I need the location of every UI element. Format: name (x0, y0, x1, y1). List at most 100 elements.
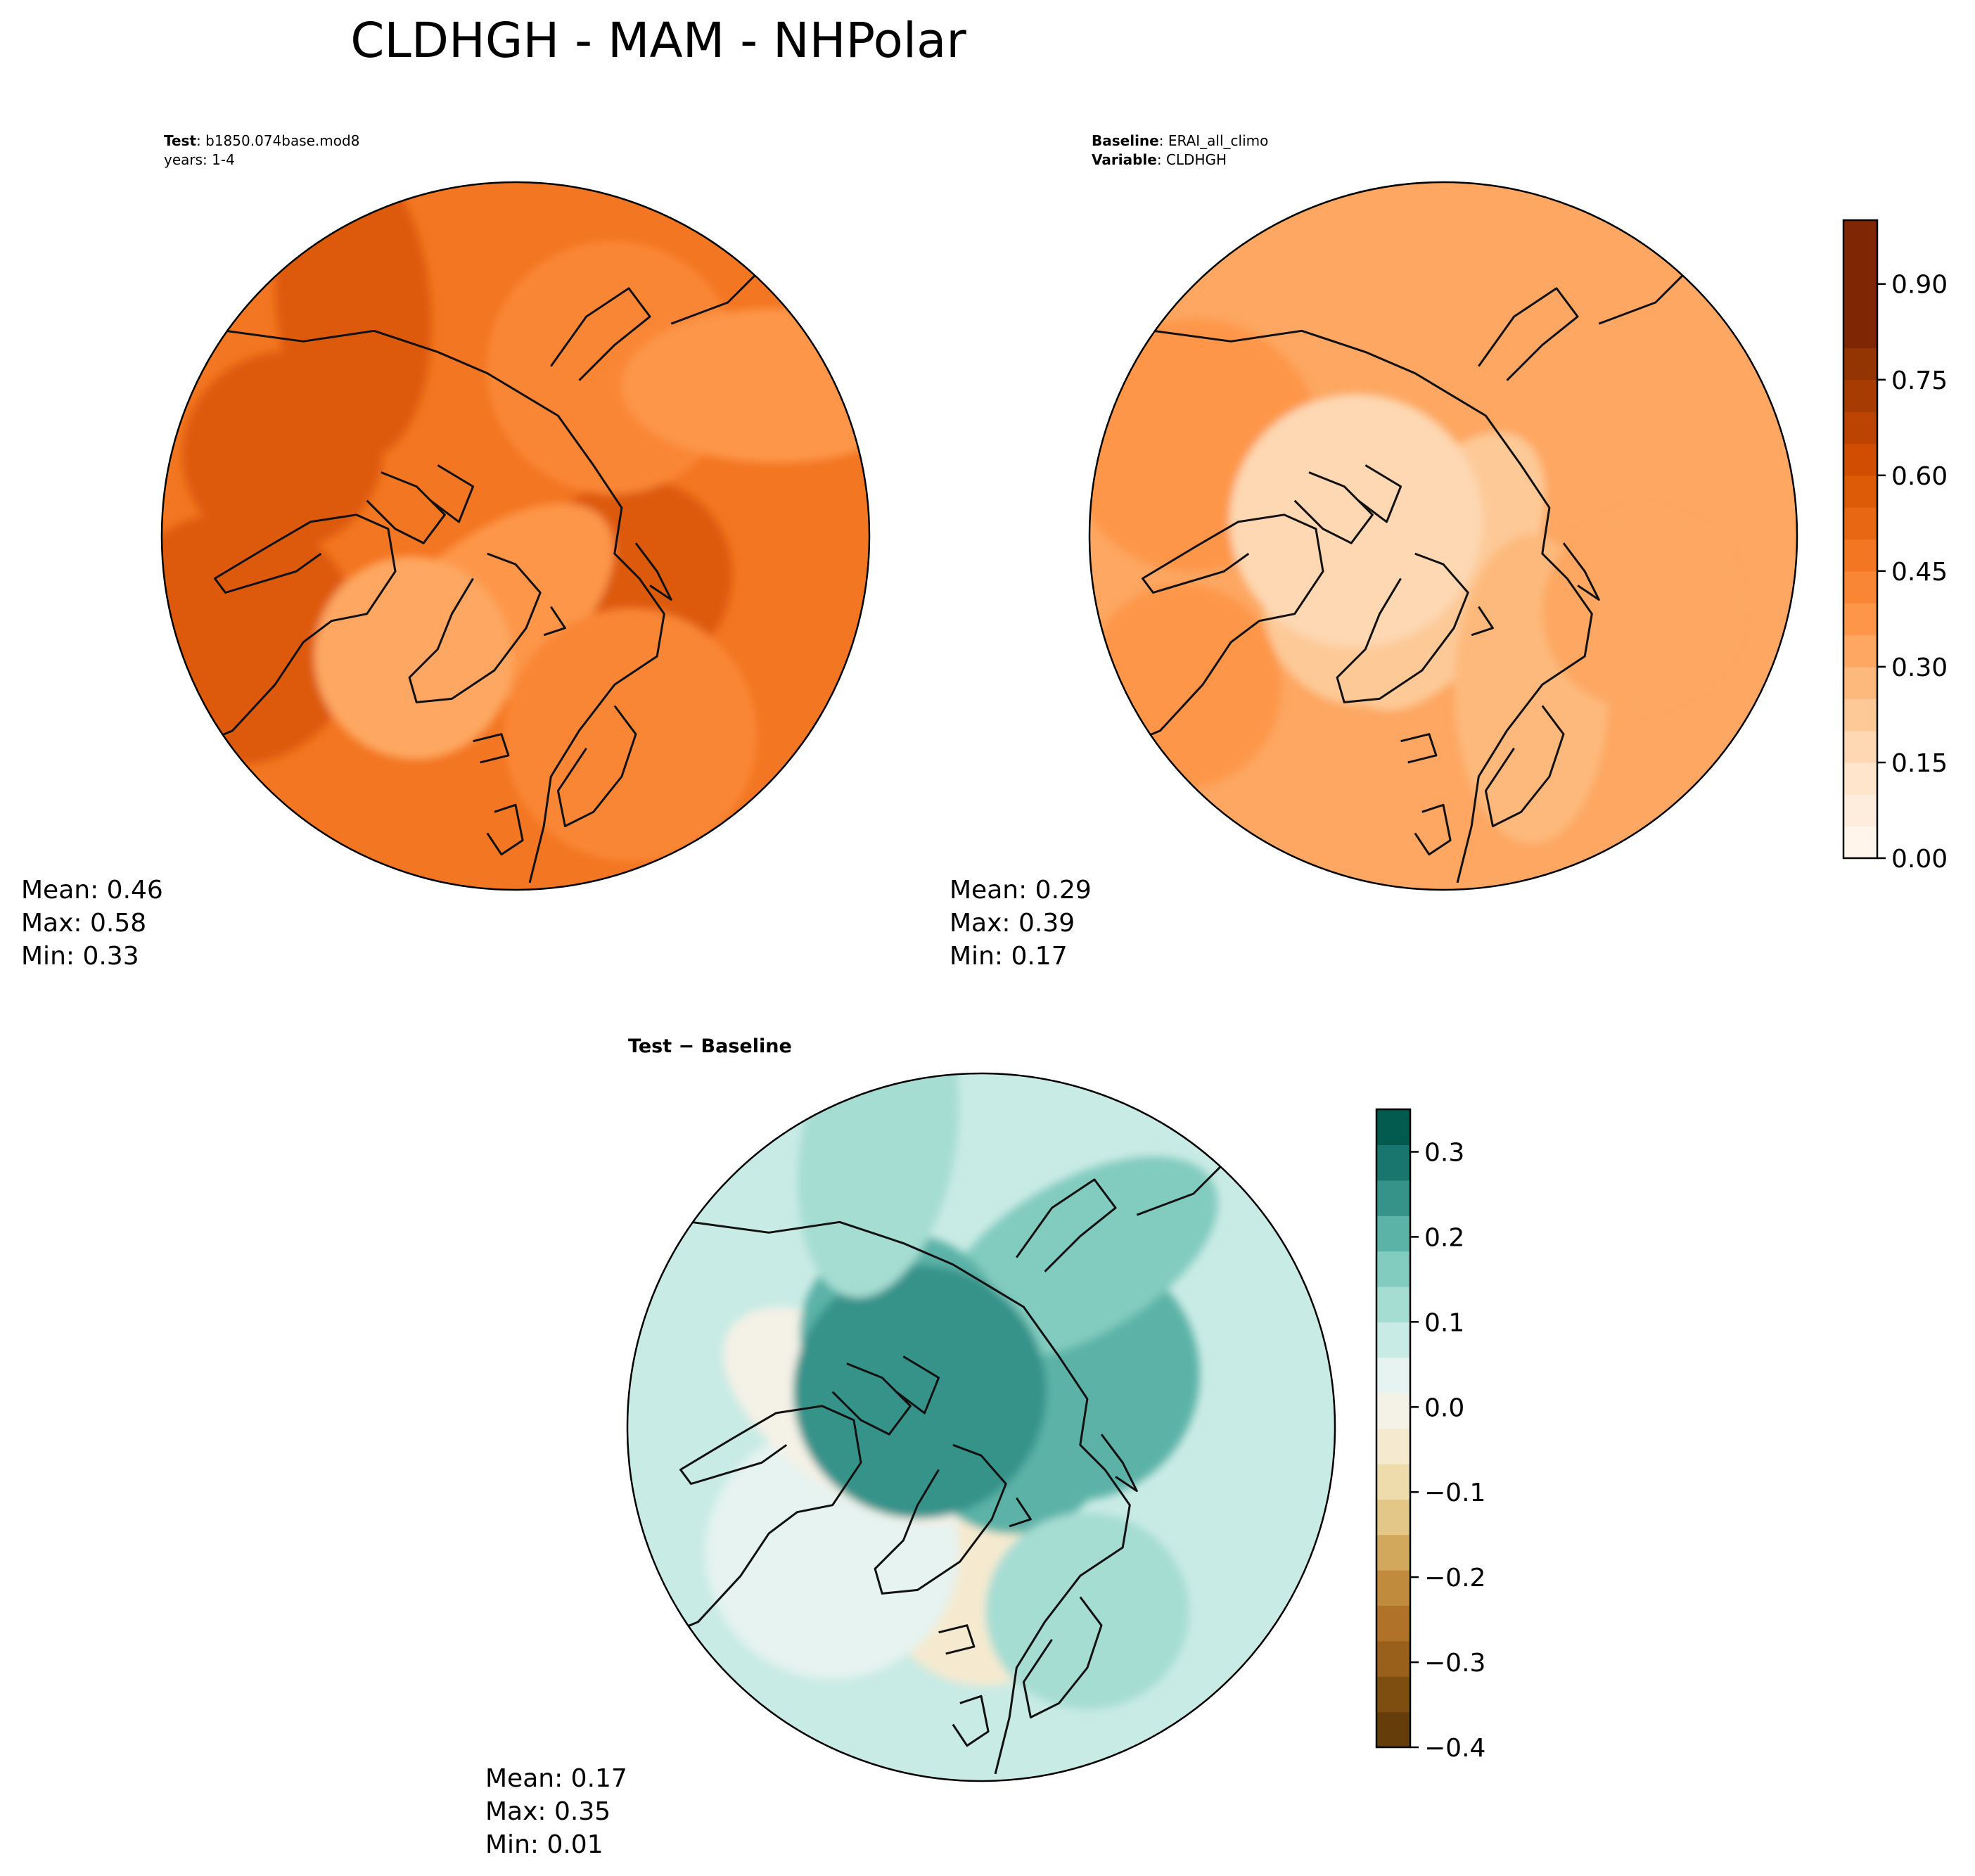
test-coastline (486, 803, 524, 856)
baseline-coastline (1484, 705, 1565, 827)
top-colorbar-tick-label: 0.45 (1891, 558, 1948, 587)
baseline-label-key: Baseline (1092, 132, 1159, 149)
test-coastline (634, 542, 672, 601)
diff-colorbar-segment (1376, 1393, 1410, 1429)
diff-colorbar-segment (1376, 1180, 1410, 1216)
baseline-contour-region (1229, 394, 1483, 648)
variable-label-sep: : (1156, 151, 1166, 168)
diff-mean: Mean: 0.17 (485, 1764, 627, 1793)
test-panel-label: Test: b1850.074base.mod8 years: 1-4 (164, 132, 359, 170)
diff-colorbar-segment (1376, 1357, 1410, 1393)
top-colorbar-segment (1843, 698, 1877, 732)
baseline-map-contours (1089, 319, 1744, 844)
test-coastline (189, 513, 397, 750)
baseline-label-value: ERAI_all_climo (1168, 132, 1269, 149)
baseline-panel-label: Baseline: ERAI_all_climo Variable: CLDHG… (1092, 132, 1268, 170)
test-contour-region (314, 556, 513, 760)
diff-max: Max: 0.35 (485, 1797, 611, 1826)
diff-colorbar-segment (1376, 1251, 1410, 1287)
baseline-contour-region (1089, 584, 1281, 789)
test-label-sep: : (196, 132, 206, 149)
baseline-coastline (1117, 513, 1324, 750)
diff-contour-region (793, 1265, 1047, 1519)
diff-colorbar-segment (1376, 1570, 1410, 1607)
diff-colorbar-tick-label: −0.3 (1424, 1649, 1485, 1678)
top-colorbar-segment (1843, 475, 1877, 508)
top-colorbar-segment (1843, 666, 1877, 699)
top-colorbar-outline (1842, 219, 1879, 860)
top-colorbar-tick-label: 0.30 (1891, 653, 1948, 682)
baseline-max: Max: 0.39 (950, 909, 1075, 938)
diff-coastline (831, 1363, 912, 1436)
baseline-coastline (1357, 464, 1402, 523)
diff-colorbar-tick-label: −0.1 (1424, 1479, 1485, 1507)
diff-colorbar-segment (1376, 1463, 1410, 1500)
diff-colorbar-tick-label: 0.1 (1424, 1308, 1464, 1337)
baseline-label-sep: : (1158, 132, 1168, 149)
diff-coastline (1100, 1434, 1138, 1492)
test-coastline (225, 329, 665, 883)
baseline-map (1088, 181, 1798, 891)
top-colorbar-tick-label: 0.00 (1891, 845, 1948, 874)
colorbar-top: 0.00 0.15 0.30 0.45 0.60 0.75 0.90 (1842, 219, 1948, 874)
diff-coastline (1009, 1497, 1032, 1528)
test-years-label: years: 1-4 (164, 151, 235, 168)
test-map (160, 181, 871, 891)
diff-colorbar-segment (1376, 1322, 1410, 1358)
diff-coastline (691, 1220, 1131, 1775)
figure-title: CLDHGH - MAM - NHPolar (350, 13, 966, 69)
baseline-min: Min: 0.17 (950, 942, 1068, 971)
test-label-key: Test (164, 132, 197, 149)
test-stats: Mean: 0.46 Max: 0.58 Min: 0.33 (21, 874, 163, 973)
top-colorbar-segment (1843, 730, 1877, 763)
diff-colorbar-tick-label: 0.3 (1424, 1139, 1464, 1168)
diff-min: Min: 0.01 (485, 1830, 603, 1859)
baseline-coastline (1562, 542, 1600, 601)
diff-contour-region (985, 1512, 1189, 1710)
top-colorbar-tick-label: 0.75 (1891, 366, 1948, 395)
diff-map-boundary (626, 1072, 1336, 1782)
top-colorbar-segment (1843, 316, 1877, 348)
top-colorbar-segment (1843, 634, 1877, 668)
test-coastline (556, 705, 637, 827)
diff-colorbar-segment (1376, 1676, 1410, 1713)
top-colorbar-segment (1843, 570, 1877, 604)
top-colorbar-segment (1843, 379, 1877, 412)
variable-label-value: CLDHGH (1165, 151, 1227, 168)
diff-colorbar-tick-label: −0.2 (1424, 1564, 1485, 1593)
diff-coastline (938, 1624, 976, 1655)
diff-map (626, 1072, 1336, 1782)
diff-panel-title: Test − Baseline (628, 1035, 792, 1057)
diff-colorbar-segment (1376, 1640, 1410, 1677)
test-coastline (543, 606, 566, 637)
baseline-coastline (1336, 552, 1469, 703)
diff-contour-region (797, 1073, 959, 1298)
diff-map-coastlines (655, 1129, 1237, 1775)
diff-colorbar-tick-label: 0.0 (1424, 1393, 1464, 1422)
top-colorbar-segment (1843, 794, 1877, 827)
baseline-map-coastlines (1117, 238, 1699, 883)
diff-colorbar-segment (1376, 1109, 1410, 1145)
diff-coastline (655, 1405, 862, 1641)
top-colorbar-tick-label: 0.15 (1891, 749, 1948, 778)
top-colorbar-segment (1843, 411, 1877, 445)
diff-coastline (895, 1355, 940, 1415)
baseline-coastline (1400, 733, 1438, 764)
diff-colorbar-segment (1376, 1215, 1410, 1252)
test-contour-region (621, 308, 869, 464)
test-map-boundary (160, 181, 871, 891)
diff-coastline (1022, 1596, 1103, 1718)
test-min: Min: 0.33 (21, 942, 139, 971)
colorbar-diff: −0.4 −0.3 −0.2 −0.1 0.0 0.1 0.2 0.3 (1375, 1108, 1485, 1763)
diff-colorbar-outline (1375, 1108, 1412, 1749)
diff-colorbar-tick-label: 0.2 (1424, 1223, 1464, 1252)
top-colorbar-segment (1843, 220, 1877, 253)
baseline-contour-region (1542, 509, 1744, 709)
diff-colorbar-segment (1376, 1428, 1410, 1465)
top-colorbar-segment (1843, 762, 1877, 795)
top-colorbar-segment (1843, 443, 1877, 476)
baseline-map-boundary (1088, 181, 1798, 891)
top-colorbar-segment (1843, 252, 1877, 285)
diff-coastline (952, 1695, 990, 1747)
